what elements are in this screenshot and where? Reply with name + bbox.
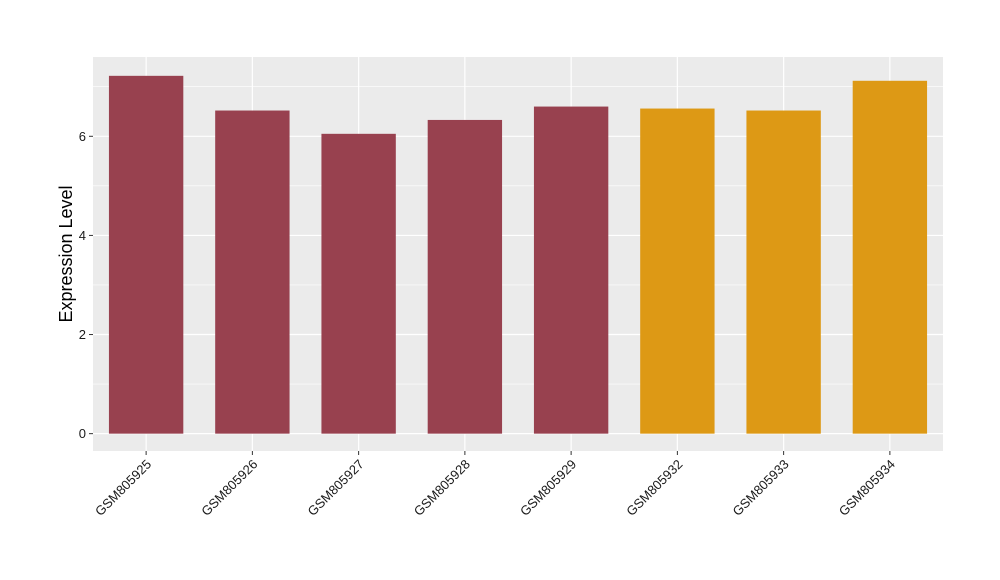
y-axis-title: Expression Level: [56, 185, 76, 322]
x-tick-label: GSM805934: [836, 457, 898, 519]
bars: [108, 75, 928, 434]
y-axis: 0 2 4 6: [79, 129, 93, 441]
bar: [640, 108, 715, 434]
y-tick-label: 2: [79, 327, 86, 342]
bar: [427, 119, 503, 434]
bar: [852, 80, 928, 434]
x-tick-label: GSM805933: [730, 457, 792, 519]
bar: [321, 133, 396, 434]
y-tick-label: 0: [79, 426, 86, 441]
bar: [533, 106, 609, 434]
x-axis: GSM805925 GSM805926 GSM805927 GSM805928 GSM8…: [92, 451, 898, 519]
y-tick-label: 6: [79, 129, 86, 144]
y-tick-label: 4: [79, 228, 86, 243]
x-tick-label: GSM805927: [305, 457, 367, 519]
x-tick-label: GSM805926: [198, 457, 260, 519]
bar: [746, 110, 821, 434]
x-tick-label: GSM805928: [411, 457, 473, 519]
bar: [215, 110, 290, 434]
x-tick-label: GSM805929: [517, 457, 579, 519]
x-tick-label: GSM805925: [92, 457, 154, 519]
bar: [108, 75, 184, 434]
x-tick-label: GSM805932: [623, 457, 685, 519]
